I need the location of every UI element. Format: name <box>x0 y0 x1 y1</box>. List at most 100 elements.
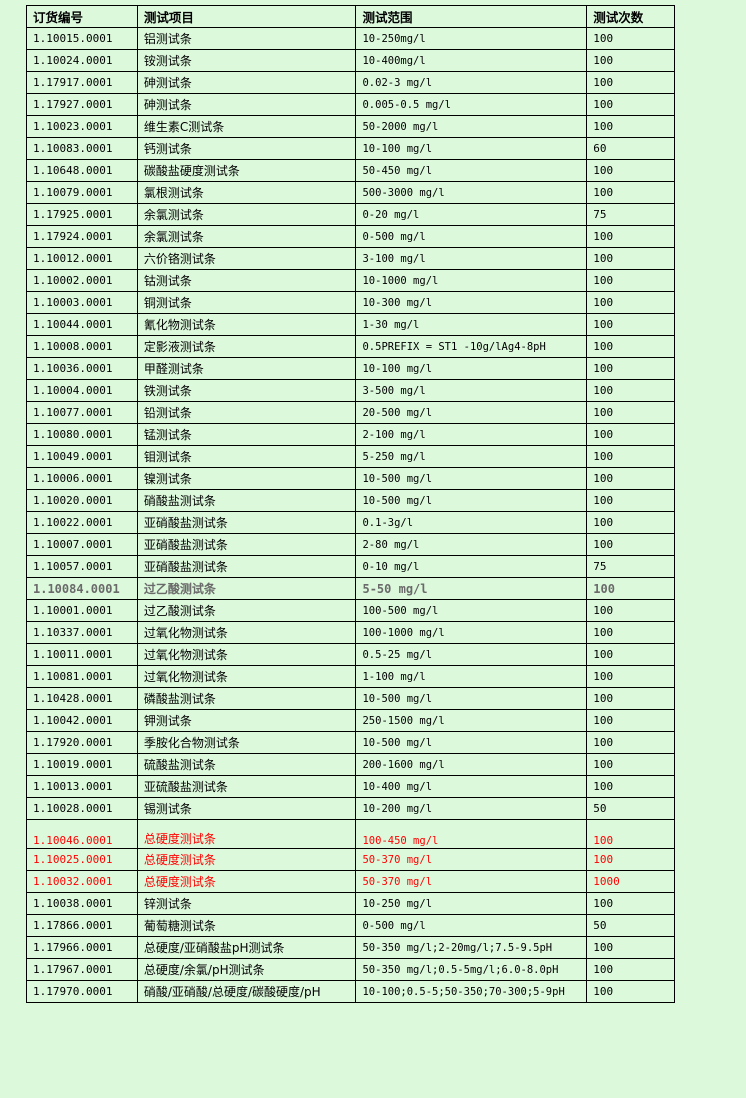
table-row: 1.10032.0001 总硬度测试条 50-370 mg/l 1000 <box>26 870 675 893</box>
table-row: 1.17927.0001 砷测试条 0.005-0.5 mg/l 100 <box>26 93 675 116</box>
test-range-cell: 50-370 mg/l <box>355 848 588 871</box>
order-code-cell: 1.10003.0001 <box>26 291 138 314</box>
order-code-cell: 1.10028.0001 <box>26 797 138 820</box>
table-row: 1.10025.0001 总硬度测试条 50-370 mg/l 100 <box>26 848 675 871</box>
table-row: 1.10038.0001 锌测试条 10-250 mg/l 100 <box>26 892 675 915</box>
table-row: 1.10081.0001 过氧化物测试条 1-100 mg/l 100 <box>26 665 675 688</box>
table-row: 1.10023.0001 维生素C测试条 50-2000 mg/l 100 <box>26 115 675 138</box>
test-range-cell: 3-500 mg/l <box>355 379 588 402</box>
test-count-cell: 100 <box>586 49 675 72</box>
test-range-cell: 50-350 mg/l;2-20mg/l;7.5-9.5pH <box>355 936 588 959</box>
test-item-cell: 总硬度测试条 <box>136 819 357 849</box>
test-count-cell: 100 <box>586 775 675 798</box>
test-count-cell: 1000 <box>586 870 675 893</box>
test-item-cell: 铁测试条 <box>136 379 357 402</box>
test-item-cell: 锡测试条 <box>136 797 357 820</box>
test-item-cell: 氯根测试条 <box>136 181 357 204</box>
order-code-cell: 1.10044.0001 <box>26 313 138 336</box>
test-range-cell: 10-500 mg/l <box>355 489 588 512</box>
order-code-cell: 1.10428.0001 <box>26 687 138 710</box>
test-item-cell: 过乙酸测试条 <box>136 577 357 600</box>
table-row: 1.10007.0001 亚硝酸盐测试条 2-80 mg/l 100 <box>26 533 675 556</box>
test-count-cell: 100 <box>586 687 675 710</box>
table-row: 1.10036.0001 甲醛测试条 10-100 mg/l 100 <box>26 357 675 380</box>
order-code-cell: 1.10081.0001 <box>26 665 138 688</box>
test-range-cell: 10-100 mg/l <box>355 357 588 380</box>
test-count-cell: 100 <box>586 335 675 358</box>
order-code-cell: 1.10057.0001 <box>26 555 138 578</box>
table-body: 1.10015.0001 铝测试条 10-250mg/l 100 1.10024.000… <box>26 27 675 1003</box>
test-count-cell: 100 <box>586 115 675 138</box>
order-code-cell: 1.10012.0001 <box>26 247 138 270</box>
test-item-cell: 过氧化物测试条 <box>136 643 357 666</box>
table-row: 1.10084.0001 过乙酸测试条 5-50 mg/l 100 <box>26 577 675 600</box>
test-item-cell: 钙测试条 <box>136 137 357 160</box>
test-item-cell: 维生素C测试条 <box>136 115 357 138</box>
table-row: 1.10012.0001 六价铬测试条 3-100 mg/l 100 <box>26 247 675 270</box>
table-row: 1.10002.0001 钴测试条 10-1000 mg/l 100 <box>26 269 675 292</box>
table-row: 1.10077.0001 铅测试条 20-500 mg/l 100 <box>26 401 675 424</box>
table-row: 1.10022.0001 亚硝酸盐测试条 0.1-3g/l 100 <box>26 511 675 534</box>
test-count-cell: 100 <box>586 225 675 248</box>
test-item-cell: 氰化物测试条 <box>136 313 357 336</box>
test-count-cell: 100 <box>586 181 675 204</box>
test-item-cell: 砷测试条 <box>136 93 357 116</box>
test-range-cell: 10-100;0.5-5;50-350;70-300;5-9pH <box>355 980 588 1003</box>
table-row: 1.10428.0001 磷酸盐测试条 10-500 mg/l 100 <box>26 687 675 710</box>
table-row: 1.10028.0001 锡测试条 10-200 mg/l 50 <box>26 797 675 820</box>
order-code-cell: 1.10019.0001 <box>26 753 138 776</box>
order-code-cell: 1.17924.0001 <box>26 225 138 248</box>
test-item-cell: 总硬度/余氯/pH测试条 <box>136 958 357 981</box>
test-count-cell: 100 <box>586 511 675 534</box>
order-code-cell: 1.17967.0001 <box>26 958 138 981</box>
test-range-cell: 2-100 mg/l <box>355 423 588 446</box>
test-item-cell: 铜测试条 <box>136 291 357 314</box>
test-item-cell: 总硬度测试条 <box>136 870 357 893</box>
test-count-cell: 100 <box>586 467 675 490</box>
test-item-cell: 总硬度测试条 <box>136 848 357 871</box>
order-code-cell: 1.10079.0001 <box>26 181 138 204</box>
test-range-cell: 10-400mg/l <box>355 49 588 72</box>
table-row: 1.10079.0001 氯根测试条 500-3000 mg/l 100 <box>26 181 675 204</box>
order-code-cell: 1.17927.0001 <box>26 93 138 116</box>
test-range-cell: 10-500 mg/l <box>355 731 588 754</box>
test-item-cell: 锰测试条 <box>136 423 357 446</box>
order-code-cell: 1.17917.0001 <box>26 71 138 94</box>
test-range-cell: 50-2000 mg/l <box>355 115 588 138</box>
test-range-cell: 10-500 mg/l <box>355 467 588 490</box>
order-code-cell: 1.10077.0001 <box>26 401 138 424</box>
test-count-cell: 100 <box>586 958 675 981</box>
test-range-cell: 0-10 mg/l <box>355 555 588 578</box>
test-item-cell: 砷测试条 <box>136 71 357 94</box>
test-item-cell: 钼测试条 <box>136 445 357 468</box>
test-range-cell: 0.5PREFIX = ST1 -10g/lAg4-8pH <box>355 335 588 358</box>
test-item-cell: 碳酸盐硬度测试条 <box>136 159 357 182</box>
test-item-cell: 硝酸盐测试条 <box>136 489 357 512</box>
test-count-cell: 100 <box>586 621 675 644</box>
test-count-cell: 100 <box>586 936 675 959</box>
table-row: 1.10024.0001 铵测试条 10-400mg/l 100 <box>26 49 675 72</box>
order-code-cell: 1.17970.0001 <box>26 980 138 1003</box>
table-row: 1.17924.0001 余氯测试条 0-500 mg/l 100 <box>26 225 675 248</box>
test-range-cell: 0.005-0.5 mg/l <box>355 93 588 116</box>
test-range-cell: 10-1000 mg/l <box>355 269 588 292</box>
test-item-cell: 余氯测试条 <box>136 225 357 248</box>
test-count-cell: 100 <box>586 247 675 270</box>
table-row: 1.17967.0001 总硬度/余氯/pH测试条 50-350 mg/l;0.5-… <box>26 958 675 981</box>
table-row: 1.10008.0001 定影液测试条 0.5PREFIX = ST1 -10g/l… <box>26 335 675 358</box>
test-item-cell: 铅测试条 <box>136 401 357 424</box>
table-row: 1.17925.0001 余氯测试条 0-20 mg/l 75 <box>26 203 675 226</box>
test-item-cell: 余氯测试条 <box>136 203 357 226</box>
test-count-cell: 100 <box>586 709 675 732</box>
test-item-cell: 亚硝酸盐测试条 <box>136 533 357 556</box>
test-range-cell: 100-1000 mg/l <box>355 621 588 644</box>
test-range-cell: 10-500 mg/l <box>355 687 588 710</box>
table-row: 1.10004.0001 铁测试条 3-500 mg/l 100 <box>26 379 675 402</box>
table-row: 1.10006.0001 镍测试条 10-500 mg/l 100 <box>26 467 675 490</box>
test-range-cell: 10-300 mg/l <box>355 291 588 314</box>
order-code-cell: 1.10015.0001 <box>26 27 138 50</box>
test-item-cell: 定影液测试条 <box>136 335 357 358</box>
test-item-cell: 硝酸/亚硝酸/总硬度/碳酸硬度/pH <box>136 980 357 1003</box>
order-code-cell: 1.10036.0001 <box>26 357 138 380</box>
test-range-cell: 5-250 mg/l <box>355 445 588 468</box>
